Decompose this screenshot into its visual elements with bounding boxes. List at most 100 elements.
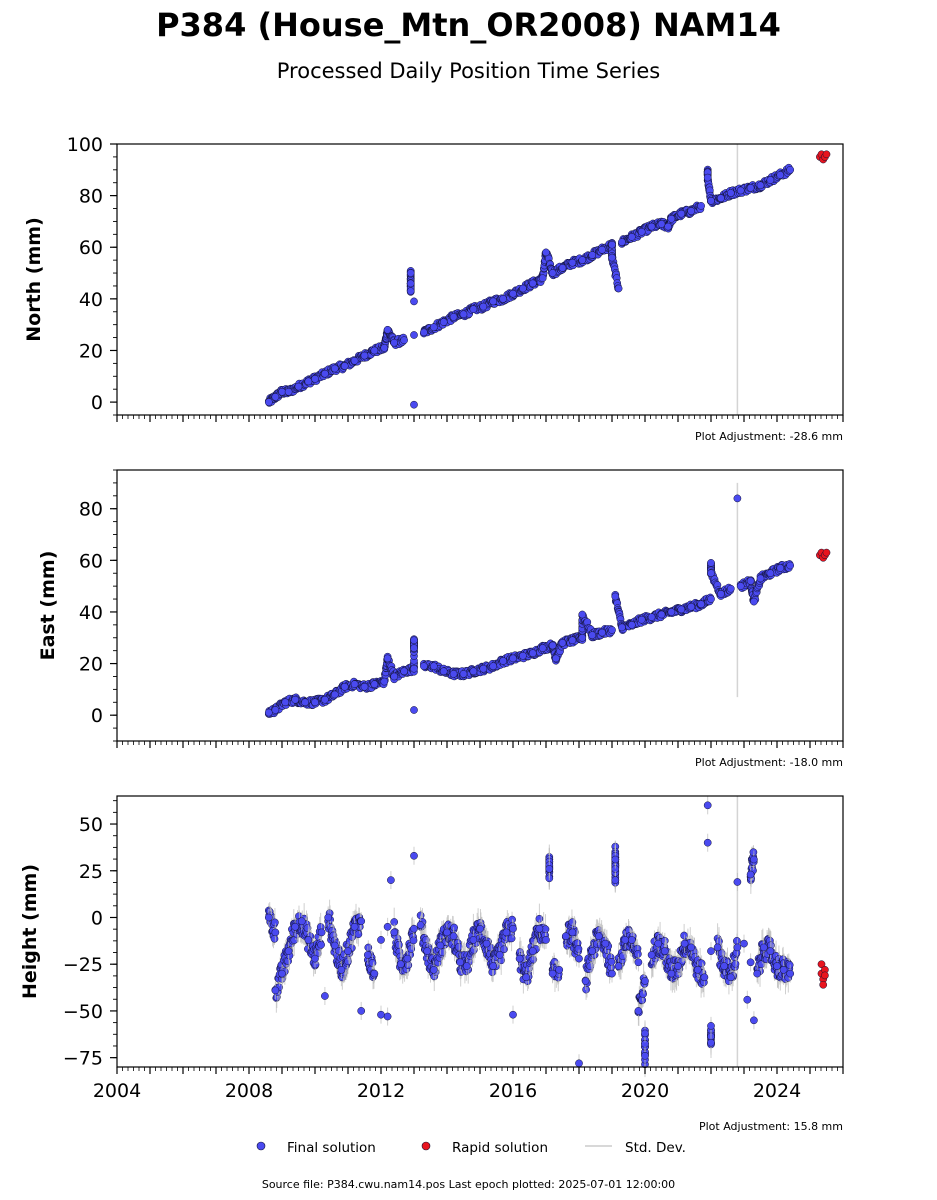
final-point (598, 628, 606, 637)
final-point (344, 947, 352, 955)
final-point (618, 623, 626, 632)
rapid-point (821, 971, 829, 980)
x-tick-label: 2004 (93, 1080, 141, 1102)
y-tick-label: 50 (79, 814, 103, 836)
final-point (377, 936, 385, 944)
final-point (340, 682, 349, 691)
final-point (641, 1029, 649, 1038)
final-point (664, 222, 672, 231)
final-point (410, 644, 418, 652)
panel-2: −75 −50 −25 0 25 50 2004 2008 2012 2016 2020 2024 He… (19, 795, 844, 1133)
legend-rapid-marker (421, 1141, 431, 1151)
final-point (284, 387, 293, 396)
final-point (578, 610, 587, 619)
final-point (528, 649, 537, 658)
x-tick-label: 2008 (225, 1080, 273, 1102)
final-point (614, 962, 623, 970)
final-point (499, 657, 507, 665)
chart-title: P384 (House_Mtn_OR2008) NAM14 (156, 6, 781, 44)
final-point (410, 636, 418, 645)
y-tick-label: 0 (91, 705, 103, 727)
final-point (733, 494, 742, 503)
rapid-point (822, 548, 831, 557)
legend-final-marker (256, 1141, 266, 1151)
final-point (271, 393, 280, 401)
final-point (568, 636, 577, 645)
final-point (726, 973, 735, 982)
final-point (733, 943, 742, 952)
final-point (509, 289, 517, 298)
final-point (423, 947, 432, 955)
y-tick-label: −50 (63, 1001, 103, 1023)
final-point (713, 943, 722, 952)
final-point (674, 962, 682, 970)
final-point (697, 600, 705, 609)
final-point (264, 913, 273, 922)
x-tick-label: 2024 (753, 1080, 801, 1102)
final-point (717, 194, 725, 203)
final-point (357, 917, 366, 926)
final-point (321, 992, 329, 1000)
final-point (687, 207, 696, 215)
x-tick-label: 2020 (621, 1080, 669, 1102)
final-point (410, 664, 418, 673)
final-point (383, 325, 392, 334)
final-point (707, 595, 715, 603)
final-point (634, 1007, 643, 1015)
final-point (759, 943, 768, 952)
final-point (459, 310, 468, 319)
final-point (337, 965, 346, 974)
final-point (489, 662, 498, 671)
final-point (271, 986, 280, 995)
panel-0: 0 20 40 60 80 100 North (mm) Plot Adjustment: -… (23, 134, 844, 443)
final-point (779, 965, 788, 974)
final-point (489, 962, 498, 970)
final-point (271, 706, 280, 714)
final-point (677, 209, 686, 218)
final-point (363, 951, 372, 959)
final-point (462, 962, 471, 970)
final-point (608, 253, 616, 262)
final-point (627, 621, 636, 629)
legend-final-label: Final solution (287, 1140, 376, 1156)
final-point (743, 995, 752, 1004)
final-point (317, 940, 325, 949)
final-point (786, 165, 795, 174)
final-point (700, 973, 709, 982)
final-point (746, 577, 755, 585)
legend: Final solution Rapid solution Std. Dev. (256, 1140, 686, 1156)
final-point (703, 801, 712, 810)
y-tick-label: 100 (67, 134, 103, 156)
final-point (469, 667, 478, 676)
y-tick-label: 60 (79, 237, 103, 259)
final-point (611, 592, 620, 601)
final-point (330, 690, 339, 699)
final-point (383, 1012, 392, 1021)
final-point (291, 695, 300, 704)
y-tick-label: 20 (79, 654, 103, 676)
final-point (390, 672, 399, 681)
final-point (608, 240, 616, 249)
final-point (429, 323, 438, 332)
final-point (390, 338, 399, 347)
final-point (410, 706, 418, 714)
final-point (776, 171, 785, 179)
final-point (608, 626, 616, 634)
final-point (568, 258, 577, 267)
final-point (627, 936, 636, 944)
final-point (380, 677, 389, 686)
final-point (611, 855, 620, 864)
final-point (707, 1038, 715, 1047)
y-tick-label: 0 (91, 907, 103, 929)
final-point (766, 569, 775, 578)
final-point (740, 939, 748, 948)
final-point (311, 954, 319, 963)
final-point (459, 670, 468, 678)
final-point (548, 969, 557, 978)
final-point (618, 238, 626, 246)
final-point (581, 977, 590, 985)
plot-adjustment: Plot Adjustment: -18.0 mm (695, 756, 843, 769)
final-point (502, 928, 511, 937)
final-point (776, 564, 785, 572)
final-point (667, 969, 676, 978)
